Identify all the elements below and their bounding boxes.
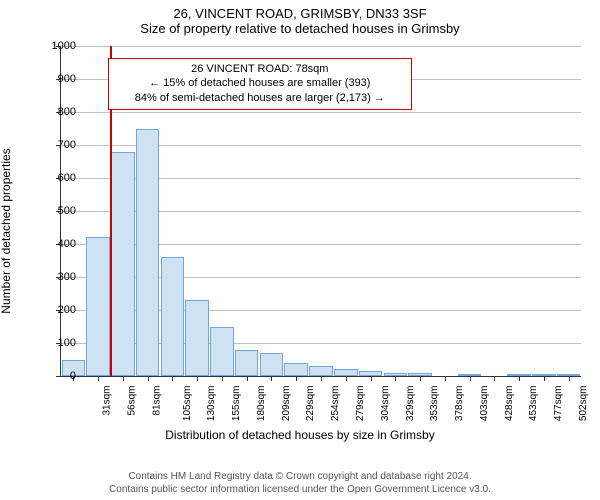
ytick-label: 800 <box>42 106 76 118</box>
xtick-label: 209sqm <box>281 386 292 422</box>
ytick-label: 1000 <box>42 40 76 52</box>
xtick-label: 254sqm <box>330 386 341 422</box>
xtick-mark <box>494 376 495 381</box>
xtick-label: 329sqm <box>405 386 416 422</box>
xtick-mark <box>271 376 272 381</box>
xtick-mark <box>445 376 446 381</box>
xtick-mark <box>569 376 570 381</box>
histogram-bar <box>111 152 135 376</box>
xtick-mark <box>98 376 99 381</box>
footer: Contains HM Land Registry data © Crown c… <box>0 470 600 496</box>
xtick-mark <box>321 376 322 381</box>
plot-area: 31sqm56sqm81sqm105sqm130sqm155sqm180sqm2… <box>60 46 581 377</box>
xtick-mark <box>148 376 149 381</box>
xtick-label: 428sqm <box>504 386 515 422</box>
xtick-mark <box>222 376 223 381</box>
x-axis-label: Distribution of detached houses by size … <box>0 428 600 442</box>
annotation-box: 26 VINCENT ROAD: 78sqm← 15% of detached … <box>108 58 412 111</box>
xtick-mark <box>296 376 297 381</box>
xtick-label: 130sqm <box>207 386 218 422</box>
histogram-bar <box>185 300 209 376</box>
gridline <box>61 46 581 47</box>
xtick-label: 56sqm <box>127 386 138 416</box>
xtick-label: 279sqm <box>355 386 366 422</box>
footer-line-1: Contains HM Land Registry data © Crown c… <box>0 470 600 483</box>
ytick-label: 300 <box>42 271 76 283</box>
xtick-mark <box>544 376 545 381</box>
xtick-mark <box>420 376 421 381</box>
xtick-label: 81sqm <box>151 386 162 416</box>
xtick-mark <box>519 376 520 381</box>
footer-line-2: Contains public sector information licen… <box>0 483 600 496</box>
ytick-label: 400 <box>42 238 76 250</box>
ytick-label: 500 <box>42 205 76 217</box>
xtick-label: 403sqm <box>479 386 490 422</box>
xtick-label: 304sqm <box>380 386 391 422</box>
xtick-label: 31sqm <box>102 386 113 416</box>
ytick-label: 700 <box>42 139 76 151</box>
xtick-mark <box>172 376 173 381</box>
ytick-label: 200 <box>42 304 76 316</box>
xtick-mark <box>470 376 471 381</box>
xtick-label: 180sqm <box>256 386 267 422</box>
ytick-label: 600 <box>42 172 76 184</box>
xtick-label: 229sqm <box>306 386 317 422</box>
xtick-label: 105sqm <box>182 386 193 422</box>
page-title: 26, VINCENT ROAD, GRIMSBY, DN33 3SF <box>0 6 600 21</box>
xtick-label: 453sqm <box>528 386 539 422</box>
histogram-bar <box>161 257 185 376</box>
xtick-mark <box>346 376 347 381</box>
annotation-line2: ← 15% of detached houses are smaller (39… <box>115 76 405 91</box>
xtick-label: 378sqm <box>454 386 465 422</box>
ytick-label: 0 <box>42 370 76 382</box>
xtick-label: 502sqm <box>578 386 589 422</box>
xtick-mark <box>371 376 372 381</box>
histogram-bar <box>260 353 284 376</box>
xtick-label: 353sqm <box>429 386 440 422</box>
xtick-mark <box>197 376 198 381</box>
ytick-label: 900 <box>42 73 76 85</box>
histogram-chart: Number of detached properties 31sqm56sqm… <box>0 36 600 426</box>
page-subtitle: Size of property relative to detached ho… <box>0 21 600 36</box>
y-axis-label: Number of detached properties <box>0 148 13 313</box>
xtick-mark <box>123 376 124 381</box>
histogram-bar <box>334 369 358 376</box>
histogram-bar <box>86 237 110 376</box>
histogram-bar <box>235 350 259 376</box>
xtick-mark <box>395 376 396 381</box>
ytick-label: 100 <box>42 337 76 349</box>
gridline <box>61 112 581 113</box>
xtick-label: 155sqm <box>231 386 242 422</box>
xtick-mark <box>247 376 248 381</box>
histogram-bar <box>284 363 308 376</box>
histogram-bar <box>210 327 234 377</box>
histogram-bar <box>136 129 160 377</box>
histogram-bar <box>309 366 333 376</box>
annotation-line3: 84% of semi-detached houses are larger (… <box>115 91 405 106</box>
xtick-label: 477sqm <box>553 386 564 422</box>
annotation-line1: 26 VINCENT ROAD: 78sqm <box>115 62 405 77</box>
